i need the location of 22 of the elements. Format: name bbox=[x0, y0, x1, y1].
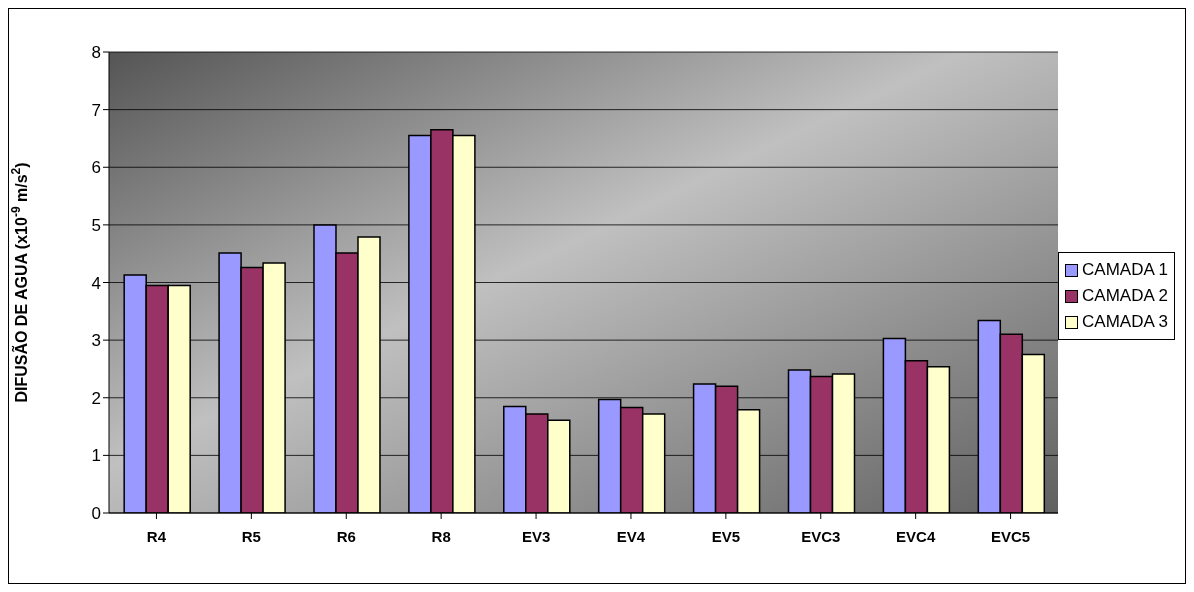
x-tick-label: EV5 bbox=[711, 527, 741, 545]
x-tick-label: EVC5 bbox=[990, 527, 1031, 545]
y-tick-label: 7 bbox=[91, 100, 101, 120]
legend-label: CAMADA 1 bbox=[1082, 259, 1168, 281]
y-tick-label: 4 bbox=[91, 273, 101, 293]
y-tick-label: 2 bbox=[91, 388, 101, 408]
y-tick-label: 0 bbox=[91, 504, 101, 524]
x-tick-label: R5 bbox=[241, 527, 261, 545]
legend-label: CAMADA 2 bbox=[1082, 285, 1168, 307]
y-tick-label: 5 bbox=[91, 215, 101, 235]
y-tick-label: 1 bbox=[91, 446, 101, 466]
x-tick-label: EV4 bbox=[616, 527, 646, 545]
x-tick-label: R4 bbox=[146, 527, 167, 545]
legend-label: CAMADA 3 bbox=[1082, 311, 1168, 333]
x-tick-label: EVC4 bbox=[896, 527, 936, 545]
y-tick-label: 3 bbox=[91, 331, 101, 351]
x-tick-label: EV3 bbox=[521, 527, 551, 545]
x-tick-label: R8 bbox=[431, 527, 451, 545]
x-tick-label: EVC3 bbox=[801, 527, 841, 545]
y-tick-label: 6 bbox=[91, 158, 101, 178]
x-tick-label: R6 bbox=[336, 527, 356, 545]
y-tick-label: 8 bbox=[91, 43, 101, 63]
